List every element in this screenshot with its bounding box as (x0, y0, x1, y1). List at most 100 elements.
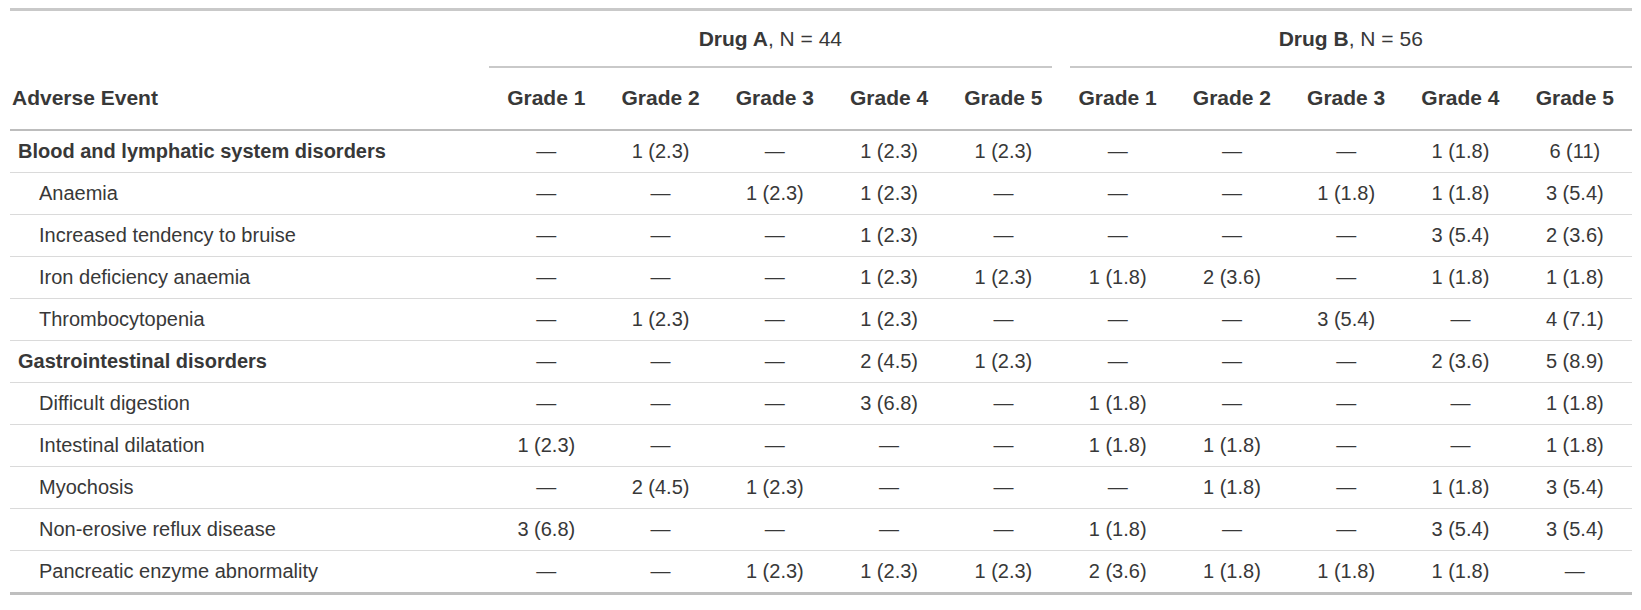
value-cell: — (1175, 173, 1289, 215)
value-cell: — (718, 425, 832, 467)
value-cell: — (1518, 551, 1632, 594)
value-cell: 2 (3.6) (1518, 215, 1632, 257)
value-cell: 1 (2.3) (489, 425, 603, 467)
value-cell: — (1289, 341, 1403, 383)
value-cell: — (946, 173, 1060, 215)
value-cell: 3 (5.4) (1403, 509, 1517, 551)
value-cell: 2 (4.5) (832, 341, 946, 383)
value-cell: 1 (1.8) (1175, 551, 1289, 594)
drug-a-n: , N = 44 (768, 27, 842, 50)
value-cell: — (718, 383, 832, 425)
value-cell: — (718, 215, 832, 257)
event-label: Myochosis (10, 467, 489, 509)
event-row: Difficult digestion———3 (6.8)—1 (1.8)———… (10, 383, 1632, 425)
value-cell: — (1061, 467, 1175, 509)
event-row: Myochosis—2 (4.5)1 (2.3)———1 (1.8)—1 (1.… (10, 467, 1632, 509)
value-cell: 1 (1.8) (1518, 425, 1632, 467)
value-cell: 1 (2.3) (832, 130, 946, 173)
value-cell: 2 (4.5) (603, 467, 717, 509)
value-cell: 3 (6.8) (489, 509, 603, 551)
value-cell: — (489, 130, 603, 173)
value-cell: — (603, 257, 717, 299)
value-cell: — (1061, 341, 1175, 383)
value-cell: — (1289, 383, 1403, 425)
event-label: Non-erosive reflux disease (10, 509, 489, 551)
value-cell: — (603, 341, 717, 383)
value-cell: — (1289, 215, 1403, 257)
event-label: Pancreatic enzyme abnormality (10, 551, 489, 594)
value-cell: — (489, 467, 603, 509)
column-header-row: Adverse Event Grade 1Grade 2Grade 3Grade… (10, 68, 1632, 130)
drug-b-name: Drug B (1279, 27, 1349, 50)
value-cell: 1 (1.8) (1061, 257, 1175, 299)
grade-header-drug-b-4: Grade 4 (1403, 68, 1517, 130)
value-cell: — (1289, 130, 1403, 173)
value-cell: 1 (1.8) (1403, 551, 1517, 594)
value-cell: — (718, 341, 832, 383)
value-cell: 1 (1.8) (1518, 383, 1632, 425)
value-cell: 1 (2.3) (946, 341, 1060, 383)
value-cell: — (603, 173, 717, 215)
value-cell: 1 (2.3) (718, 173, 832, 215)
value-cell: 1 (2.3) (832, 257, 946, 299)
group-row: Gastrointestinal disorders———2 (4.5)1 (2… (10, 341, 1632, 383)
drug-a-spanner: Drug A, N = 44 (489, 10, 1060, 69)
value-cell: 1 (1.8) (1061, 509, 1175, 551)
table-body: Blood and lymphatic system disorders—1 (… (10, 130, 1632, 594)
value-cell: — (1061, 130, 1175, 173)
grade-header-drug-b-2: Grade 2 (1175, 68, 1289, 130)
value-cell: 1 (1.8) (1289, 551, 1403, 594)
value-cell: — (946, 467, 1060, 509)
value-cell: — (489, 341, 603, 383)
value-cell: — (1061, 299, 1175, 341)
value-cell: — (718, 509, 832, 551)
value-cell: 1 (2.3) (718, 467, 832, 509)
group-row: Blood and lymphatic system disorders—1 (… (10, 130, 1632, 173)
value-cell: — (603, 425, 717, 467)
value-cell: 4 (7.1) (1518, 299, 1632, 341)
value-cell: 1 (2.3) (718, 551, 832, 594)
value-cell: — (1175, 341, 1289, 383)
value-cell: — (718, 299, 832, 341)
value-cell: — (946, 299, 1060, 341)
value-cell: — (489, 257, 603, 299)
value-cell: 3 (5.4) (1518, 467, 1632, 509)
value-cell: — (603, 215, 717, 257)
grade-header-drug-b-5: Grade 5 (1518, 68, 1632, 130)
adverse-events-table: Drug A, N = 44 Drug B, N = 56 Adverse Ev… (10, 8, 1632, 595)
event-label: Increased tendency to bruise (10, 215, 489, 257)
event-label: Difficult digestion (10, 383, 489, 425)
value-cell: — (1175, 130, 1289, 173)
value-cell: 1 (1.8) (1403, 130, 1517, 173)
event-label: Anaemia (10, 173, 489, 215)
value-cell: — (946, 509, 1060, 551)
drug-b-spanner: Drug B, N = 56 (1061, 10, 1632, 69)
value-cell: 1 (2.3) (946, 130, 1060, 173)
event-row: Iron deficiency anaemia———1 (2.3)1 (2.3)… (10, 257, 1632, 299)
grade-header-drug-b-1: Grade 1 (1061, 68, 1175, 130)
value-cell: 1 (2.3) (832, 299, 946, 341)
spanner-spacer (10, 10, 489, 69)
value-cell: 1 (1.8) (1175, 467, 1289, 509)
value-cell: 1 (1.8) (1061, 425, 1175, 467)
event-row: Anaemia——1 (2.3)1 (2.3)———1 (1.8)1 (1.8)… (10, 173, 1632, 215)
event-label: Iron deficiency anaemia (10, 257, 489, 299)
spanner-row: Drug A, N = 44 Drug B, N = 56 (10, 10, 1632, 69)
value-cell: — (946, 383, 1060, 425)
value-cell: — (1175, 215, 1289, 257)
value-cell: 1 (2.3) (603, 130, 717, 173)
value-cell: 1 (1.8) (1289, 173, 1403, 215)
value-cell: — (1403, 425, 1517, 467)
value-cell: — (603, 551, 717, 594)
value-cell: 3 (5.4) (1518, 173, 1632, 215)
value-cell: 1 (1.8) (1403, 173, 1517, 215)
value-cell: 3 (5.4) (1289, 299, 1403, 341)
value-cell: — (1403, 383, 1517, 425)
value-cell: 3 (6.8) (832, 383, 946, 425)
value-cell: 3 (5.4) (1518, 509, 1632, 551)
grade-header-drug-a-4: Grade 4 (832, 68, 946, 130)
value-cell: — (489, 215, 603, 257)
event-row: Intestinal dilatation1 (2.3)————1 (1.8)1… (10, 425, 1632, 467)
value-cell: — (832, 467, 946, 509)
value-cell: — (718, 130, 832, 173)
